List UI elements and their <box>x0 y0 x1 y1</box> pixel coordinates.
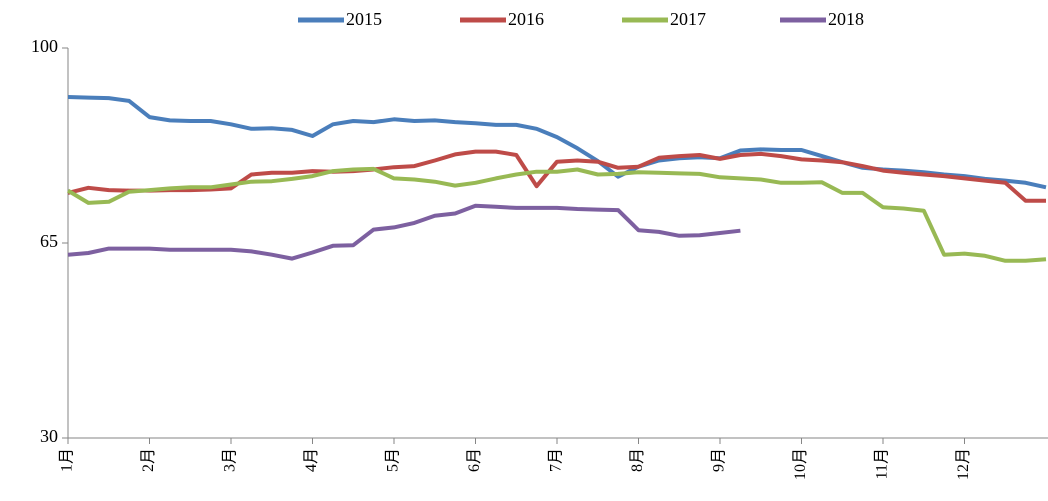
legend-label: 2016 <box>508 9 544 29</box>
legend-label: 2018 <box>828 9 864 29</box>
series-line <box>66 166 1047 263</box>
x-tick-label: 5月 <box>385 448 402 472</box>
x-tick-label: 2月 <box>140 448 157 472</box>
x-tick-label: 12月 <box>955 448 972 480</box>
x-tick-label: 10月 <box>792 448 809 480</box>
x-tick-label: 3月 <box>222 448 239 472</box>
y-tick-label: 30 <box>40 426 58 446</box>
y-tick-label: 100 <box>31 36 58 56</box>
legend-label: 2017 <box>670 9 706 29</box>
x-tick-label: 4月 <box>303 448 320 472</box>
x-tick-label: 1月 <box>59 448 76 472</box>
series-line <box>67 203 741 261</box>
y-tick-label: 65 <box>40 231 58 251</box>
legend-label: 2015 <box>346 9 382 29</box>
x-tick-label: 7月 <box>548 448 565 472</box>
series-line <box>67 149 1046 203</box>
x-tick-label: 8月 <box>629 448 646 472</box>
x-tick-label: 11月 <box>874 448 891 479</box>
x-tick-label: 6月 <box>466 448 483 472</box>
x-tick-label: 9月 <box>711 448 728 472</box>
